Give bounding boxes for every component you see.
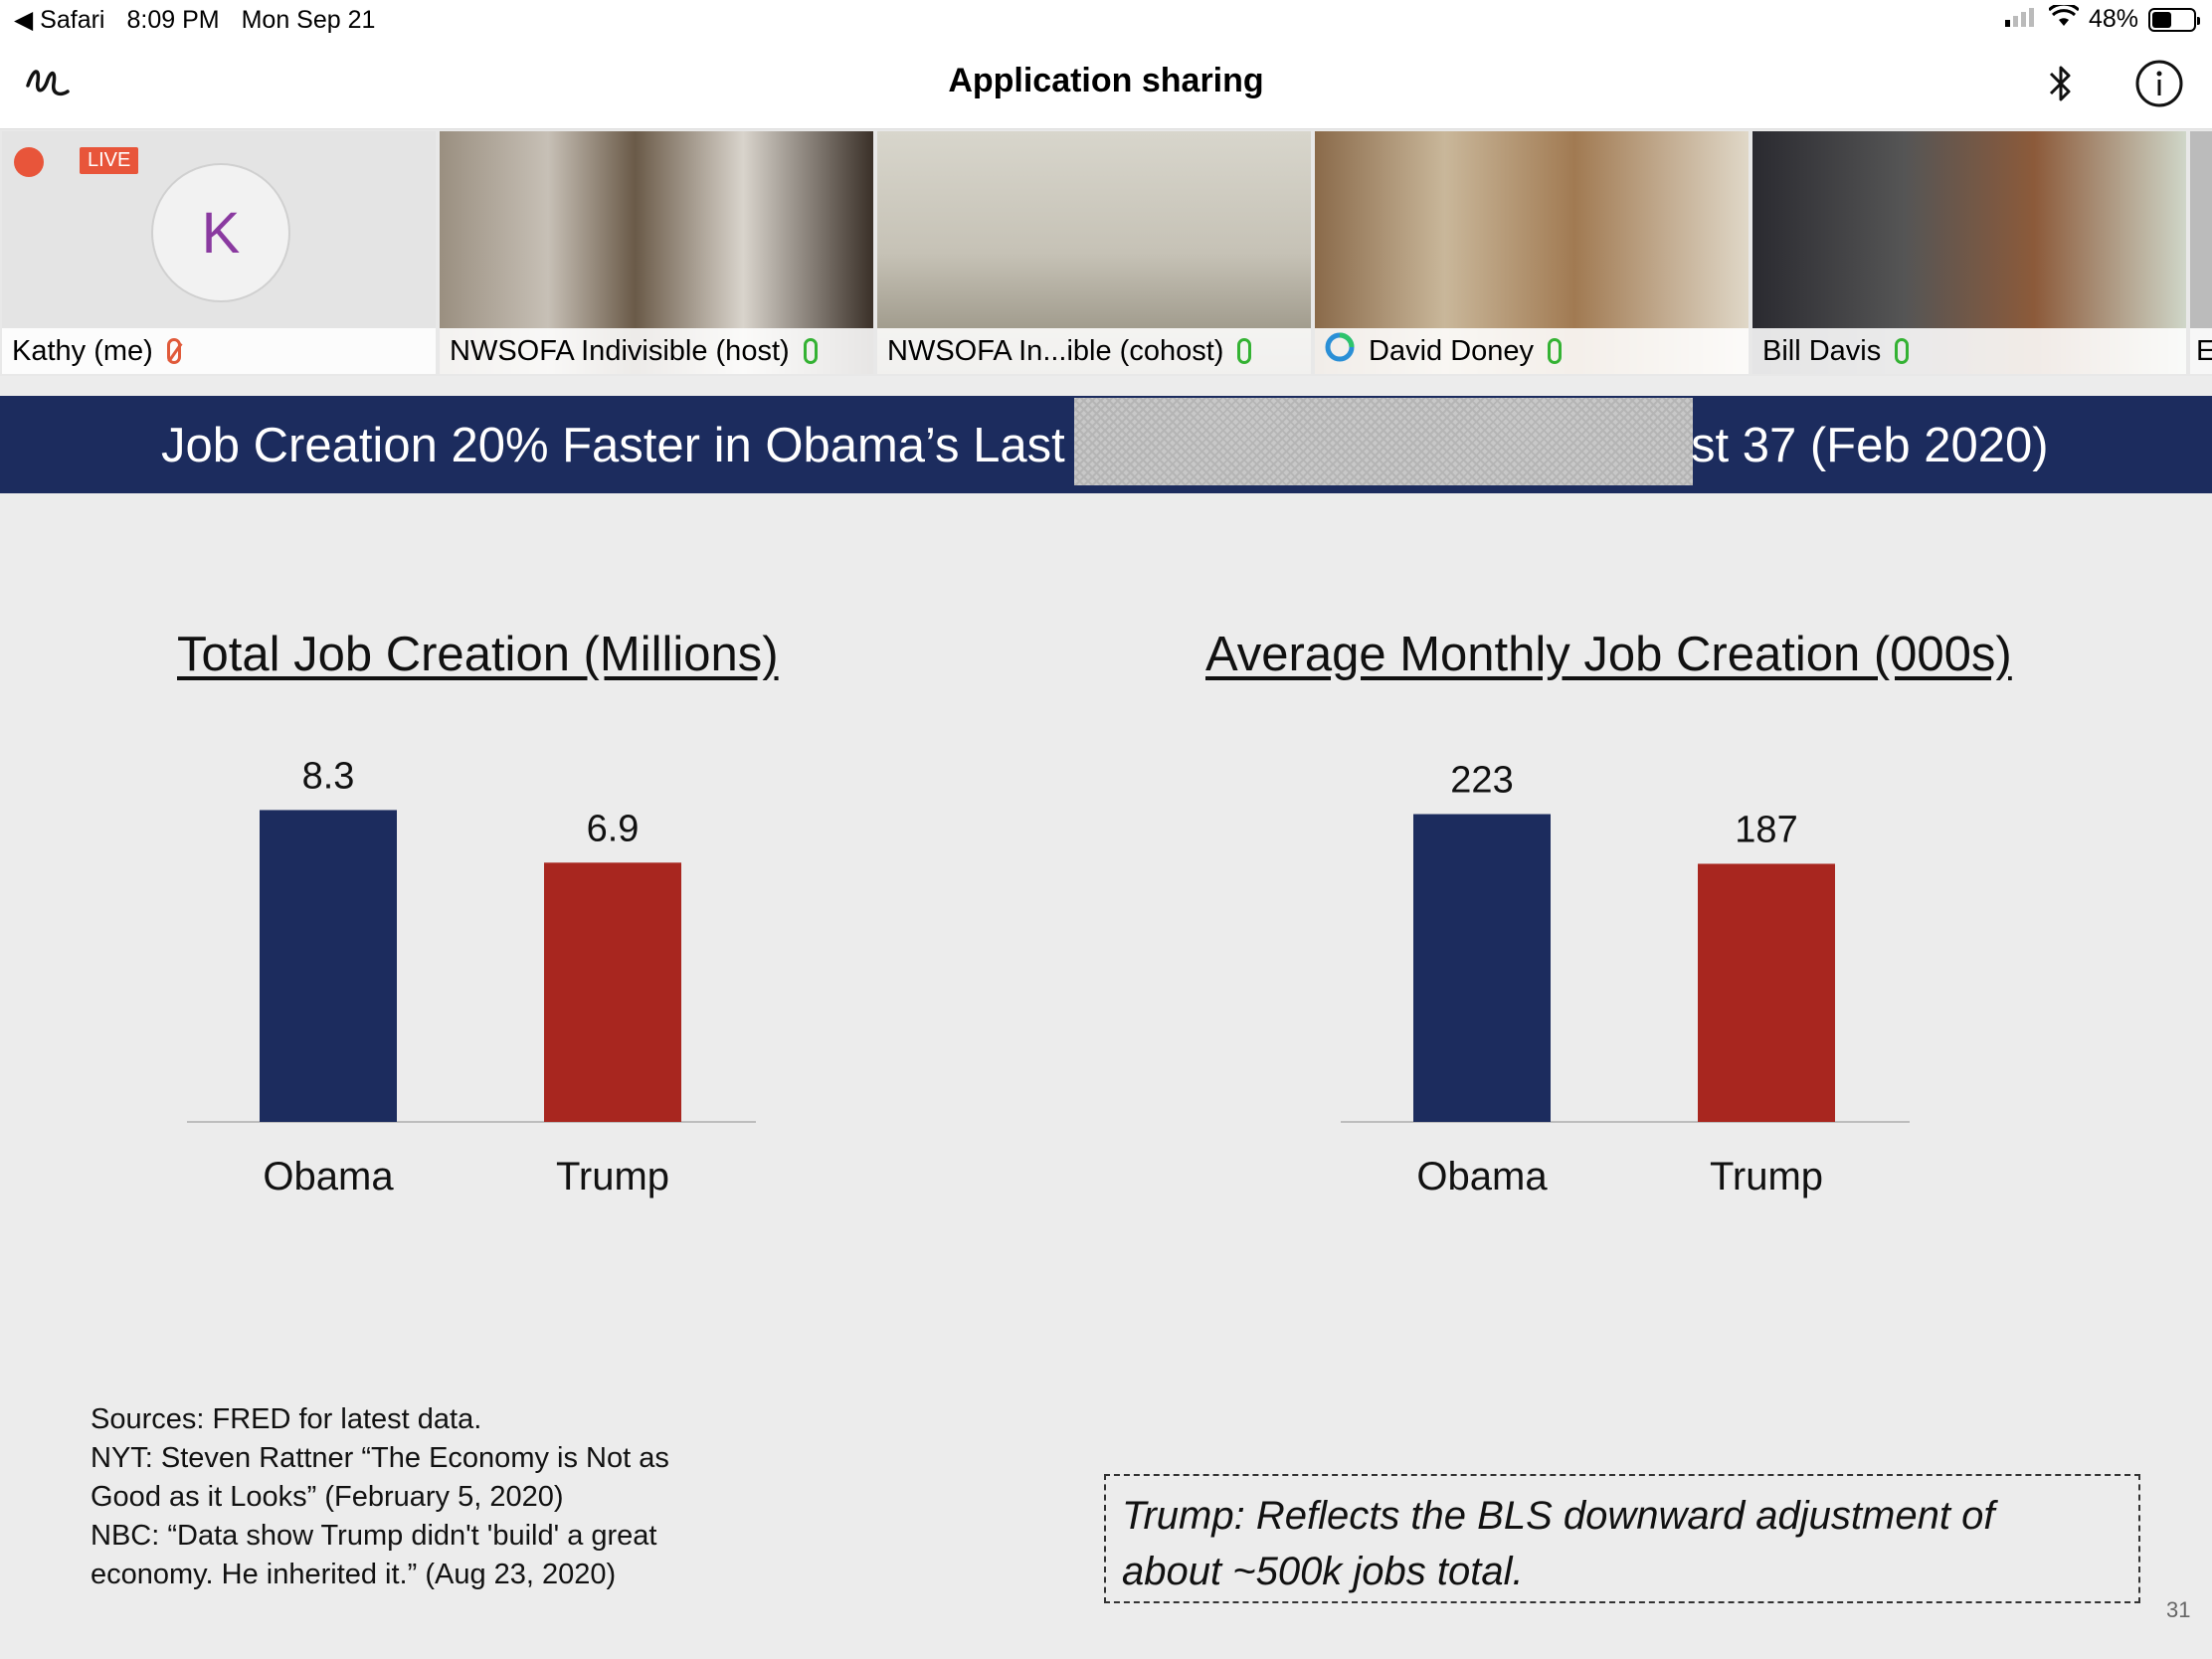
mic-icon (1548, 338, 1563, 364)
source-line: Sources: FRED for latest data. (91, 1403, 482, 1435)
annotate-squiggle-icon[interactable] (22, 58, 74, 109)
trump-note-box: Trump: Reflects the BLS downward adjustm… (1104, 1474, 2140, 1603)
mic-icon (803, 338, 818, 364)
chart-bar (544, 862, 681, 1122)
participant-tile[interactable]: David Doney (1315, 131, 1749, 374)
chart-category-label: Obama (1416, 1155, 1548, 1198)
back-to-app-link[interactable]: ◀ Safari (14, 6, 105, 34)
participant-tile[interactable]: Bill Davis (1752, 131, 2186, 374)
participant-name: Bill Davis (1762, 334, 1882, 367)
chart-value-label: 223 (1450, 760, 1513, 802)
mic-muted-icon (166, 338, 181, 364)
participant-name: Kathy (me) (12, 334, 153, 367)
chart-category-label: Trump (1710, 1155, 1823, 1198)
nav-bar: Application sharing (0, 38, 2212, 129)
chart-value-label: 6.9 (587, 808, 640, 849)
back-app-label: Safari (40, 6, 105, 34)
chart-title-total: Total Job Creation (Millions) (177, 628, 779, 681)
cellular-signal-icon (2004, 5, 2039, 34)
participant-tile[interactable]: LIVE K Kathy (me) (2, 131, 436, 374)
participant-name: E (2196, 334, 2212, 367)
participant-tile[interactable]: NWSOFA In...ible (cohost) (877, 131, 1311, 374)
chart-category-label: Trump (556, 1155, 669, 1198)
status-time: 8:09 PM (126, 5, 220, 34)
note-line: about ~500k jobs total. (1122, 1550, 1524, 1593)
page-title: Application sharing (948, 62, 1264, 99)
info-icon[interactable] (2133, 58, 2185, 109)
status-date: Mon Sep 21 (241, 5, 376, 34)
chart-average-monthly-job-creation: 223 Obama 187 Trump (1341, 760, 1910, 1198)
chart-total-job-creation: 8.3 Obama 6.9 Trump (187, 755, 756, 1198)
wifi-icon (2047, 2, 2080, 34)
battery-icon (2148, 7, 2200, 32)
live-badge: LIVE (80, 147, 139, 174)
recording-indicator-icon (14, 147, 44, 177)
chart-bar (1413, 814, 1551, 1122)
avatar: K (151, 163, 290, 302)
participant-name: David Doney (1369, 334, 1535, 367)
participant-tile[interactable]: NWSOFA Indivisible (host) (440, 131, 873, 374)
participant-name: NWSOFA Indivisible (host) (450, 334, 790, 367)
chart-bar (260, 810, 397, 1122)
note-line: Trump: Reflects the BLS downward adjustm… (1122, 1494, 1995, 1538)
source-line: NBC: “Data show Trump didn't 'build' a g… (91, 1520, 657, 1552)
mic-icon (1237, 338, 1252, 364)
participant-tile[interactable]: E (2190, 131, 2212, 374)
source-line: Good as it Looks” (February 5, 2020) (91, 1481, 564, 1513)
banner-title-left: Job Creation 20% Faster in Obama’s Last (161, 419, 1065, 472)
slide-page-number: 31 (2166, 1597, 2191, 1622)
participant-strip[interactable]: LIVE K Kathy (me) NWSOFA Indivisible (ho… (0, 129, 2212, 376)
bluetooth-icon[interactable] (2035, 58, 2087, 109)
banner-title-right: st 37 (Feb 2020) (1691, 419, 2049, 472)
sources-text: Sources: FRED for latest data. NYT: Stev… (91, 1400, 669, 1594)
participant-name: NWSOFA In...ible (cohost) (887, 334, 1224, 367)
active-speaker-icon (1325, 332, 1355, 370)
mic-icon (1895, 338, 1910, 364)
battery-percent: 48% (2088, 5, 2138, 33)
source-line: economy. He inherited it.” (Aug 23, 2020… (91, 1559, 617, 1590)
status-bar: ◀ Safari 8:09 PM Mon Sep 21 48% (0, 0, 2212, 38)
source-line: NYT: Steven Rattner “The Economy is Not … (91, 1442, 669, 1474)
slide-banner: Job Creation 20% Faster in Obama’s Last … (0, 396, 2212, 493)
chart-category-label: Obama (263, 1155, 394, 1198)
shared-slide: Job Creation 20% Faster in Obama’s Last … (0, 376, 2212, 1659)
chart-value-label: 187 (1735, 809, 1797, 850)
chart-title-monthly: Average Monthly Job Creation (000s) (1205, 628, 2012, 681)
redacted-region (1074, 398, 1693, 485)
chart-bar (1698, 863, 1835, 1122)
chart-value-label: 8.3 (302, 755, 355, 797)
